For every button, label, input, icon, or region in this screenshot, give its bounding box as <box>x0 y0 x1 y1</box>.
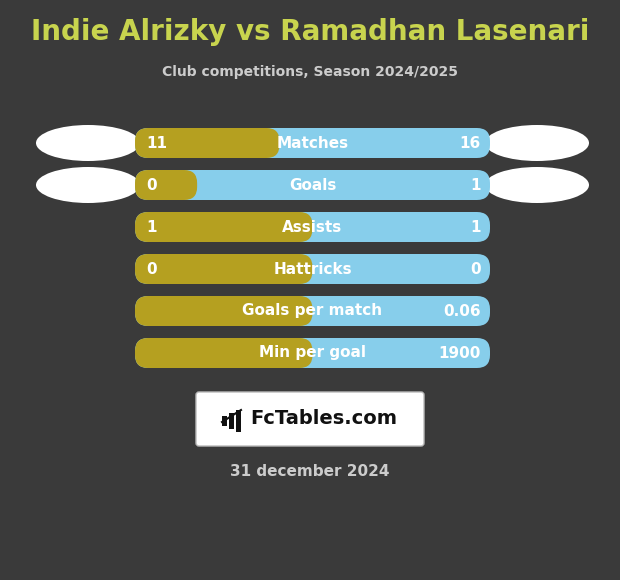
Text: Hattricks: Hattricks <box>273 262 352 277</box>
Text: 1: 1 <box>471 219 481 234</box>
Bar <box>229 413 234 429</box>
Text: Club competitions, Season 2024/2025: Club competitions, Season 2024/2025 <box>162 65 458 79</box>
Text: 31 december 2024: 31 december 2024 <box>230 465 390 480</box>
Text: Goals per match: Goals per match <box>242 303 383 318</box>
Text: 0.06: 0.06 <box>443 303 481 318</box>
Text: 0: 0 <box>471 262 481 277</box>
Text: 1: 1 <box>471 177 481 193</box>
FancyBboxPatch shape <box>135 170 197 200</box>
Text: 16: 16 <box>460 136 481 150</box>
FancyBboxPatch shape <box>135 296 312 326</box>
FancyBboxPatch shape <box>135 296 490 326</box>
Text: Matches: Matches <box>277 136 348 150</box>
Bar <box>236 410 241 432</box>
Text: 11: 11 <box>146 136 167 150</box>
FancyBboxPatch shape <box>135 338 490 368</box>
Bar <box>222 416 227 426</box>
Text: 1900: 1900 <box>438 346 481 361</box>
Text: FcTables.com: FcTables.com <box>250 409 397 429</box>
Text: 0: 0 <box>146 177 157 193</box>
Text: 1: 1 <box>146 219 156 234</box>
FancyBboxPatch shape <box>135 212 490 242</box>
Ellipse shape <box>485 167 589 203</box>
Text: Min per goal: Min per goal <box>259 346 366 361</box>
FancyBboxPatch shape <box>135 254 490 284</box>
Text: Indie Alrizky vs Ramadhan Lasenari: Indie Alrizky vs Ramadhan Lasenari <box>31 18 589 46</box>
FancyBboxPatch shape <box>135 254 312 284</box>
Text: Assists: Assists <box>282 219 343 234</box>
FancyBboxPatch shape <box>135 128 280 158</box>
Ellipse shape <box>36 125 140 161</box>
FancyBboxPatch shape <box>135 338 312 368</box>
FancyBboxPatch shape <box>135 212 312 242</box>
Text: Goals: Goals <box>289 177 336 193</box>
FancyBboxPatch shape <box>135 170 490 200</box>
FancyBboxPatch shape <box>196 392 424 446</box>
Ellipse shape <box>36 167 140 203</box>
FancyBboxPatch shape <box>135 128 490 158</box>
Text: 0: 0 <box>146 262 157 277</box>
Ellipse shape <box>485 125 589 161</box>
